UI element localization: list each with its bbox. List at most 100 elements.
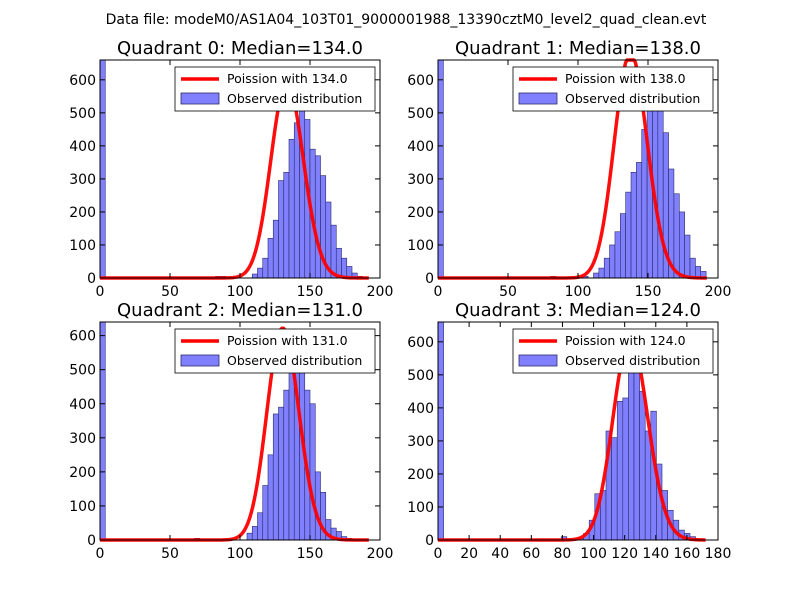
y-tick-label: 0	[425, 271, 434, 287]
histogram-bar	[611, 437, 618, 541]
y-tick-label: 500	[407, 106, 434, 122]
histogram-bar	[593, 272, 600, 279]
legend-observed-label: Observed distribution	[227, 91, 362, 106]
panel-title: Quadrant 2: Median=131.0	[117, 300, 363, 321]
y-tick-label: 600	[407, 73, 434, 89]
y-tick-label: 200	[407, 205, 434, 221]
x-tick-label: 0	[434, 546, 443, 562]
histogram-bar	[609, 244, 616, 279]
histogram-bar	[603, 257, 610, 279]
histogram-bar	[262, 485, 269, 541]
y-tick-label: 100	[407, 500, 434, 516]
figure-suptitle: Data file: modeM0/AS1A04_103T01_90000019…	[106, 12, 707, 28]
histogram-bar	[257, 267, 264, 279]
panel-quadrant-1: 0 50 100 150 200 0 100 200 300 400 500 600 Quadrant …	[407, 38, 731, 300]
histogram-bar	[684, 234, 691, 279]
x-tick-label: 40	[491, 546, 509, 562]
legend-observed-swatch	[180, 92, 220, 105]
histogram-bar	[283, 389, 290, 541]
histogram-bar	[341, 257, 348, 279]
x-tick-label: 0	[96, 284, 105, 300]
histogram-bar	[678, 211, 685, 279]
histogram-bar	[630, 172, 637, 279]
histogram-bar	[251, 526, 258, 541]
histogram-bar	[673, 193, 680, 279]
panel-title: Quadrant 3: Median=124.0	[455, 300, 701, 321]
x-tick-label: 150	[297, 284, 324, 300]
x-tick-label: 100	[227, 546, 254, 562]
x-tick-label: 120	[611, 546, 638, 562]
y-tick-label: 600	[69, 329, 96, 345]
histogram-bar	[314, 155, 321, 279]
x-tick-label: 20	[460, 546, 478, 562]
y-tick-label: 500	[69, 106, 96, 122]
histogram-bar	[616, 400, 624, 541]
histogram-bar	[278, 406, 285, 541]
x-tick-label: 160	[674, 546, 701, 562]
x-tick-label: 150	[297, 546, 324, 562]
histogram-bar	[335, 247, 342, 279]
histogram-bar	[641, 129, 648, 279]
y-tick-label: 0	[87, 533, 96, 549]
legend-observed-label: Observed distribution	[565, 91, 700, 106]
histogram-bar	[314, 471, 321, 541]
x-tick-label: 0	[96, 546, 105, 562]
y-tick-label: 500	[407, 368, 434, 384]
histogram-bar	[288, 138, 295, 279]
x-tick-label: 50	[161, 284, 179, 300]
y-tick-label: 500	[69, 363, 96, 379]
panel-quadrant-2: 0 50 100 150 200 0 100 200 300 400 500 600 Quadrant …	[69, 300, 393, 562]
histogram-bar	[309, 403, 316, 541]
histogram-bar	[620, 213, 626, 279]
y-tick-label: 600	[69, 73, 96, 89]
x-tick-label: 60	[522, 546, 540, 562]
y-tick-label: 0	[425, 533, 434, 549]
panel-title: Quadrant 1: Median=138.0	[455, 38, 701, 59]
legend-observed-label: Observed distribution	[565, 353, 700, 368]
histogram-bar	[257, 512, 264, 541]
panel-title: Quadrant 0: Median=134.0	[117, 38, 363, 59]
x-tick-label: 100	[227, 284, 254, 300]
legend-poisson-label: Poission with 124.0	[565, 333, 686, 348]
y-tick-label: 300	[69, 172, 96, 188]
y-tick-label: 600	[407, 335, 434, 351]
x-tick-label: 100	[580, 546, 607, 562]
histogram-bar	[272, 219, 279, 279]
legend-poisson-label: Poission with 138.0	[565, 71, 686, 86]
y-tick-label: 100	[69, 238, 96, 254]
legend-observed-label: Observed distribution	[227, 353, 362, 368]
x-tick-label: 80	[554, 546, 572, 562]
y-tick-label: 200	[69, 205, 96, 221]
x-tick-label: 50	[499, 284, 517, 300]
x-tick-label: 140	[642, 546, 669, 562]
histogram-bar	[267, 454, 274, 541]
histogram-bar	[622, 397, 629, 541]
histogram-bar	[278, 180, 285, 279]
legend-poisson-label: Poission with 134.0	[227, 71, 348, 86]
legend-observed-swatch	[518, 92, 558, 105]
histogram-bar	[99, 321, 106, 541]
x-tick-label: 200	[367, 546, 394, 562]
histogram-bar	[639, 391, 646, 541]
x-tick-label: 100	[565, 284, 592, 300]
histogram-bar	[293, 122, 300, 279]
y-tick-label: 300	[407, 434, 434, 450]
legend-observed-swatch	[180, 354, 220, 367]
y-tick-label: 400	[69, 139, 96, 155]
x-tick-label: 200	[367, 284, 394, 300]
histogram-bar	[598, 267, 605, 279]
histogram-bar	[636, 162, 643, 279]
histogram-bar	[267, 238, 274, 279]
legend-poisson-label: Poission with 131.0	[227, 333, 348, 348]
y-tick-label: 0	[87, 271, 96, 287]
y-tick-label: 400	[407, 139, 434, 155]
y-tick-label: 200	[69, 465, 96, 481]
y-tick-label: 100	[69, 499, 96, 515]
y-tick-label: 300	[69, 431, 96, 447]
x-tick-label: 150	[635, 284, 662, 300]
x-tick-label: 0	[434, 284, 443, 300]
panel-quadrant-3: 0 20 40 60 80 100 120 140 160 1800100200300400500…	[407, 300, 731, 562]
histogram-bar	[625, 191, 632, 279]
y-tick-label: 400	[69, 397, 96, 413]
